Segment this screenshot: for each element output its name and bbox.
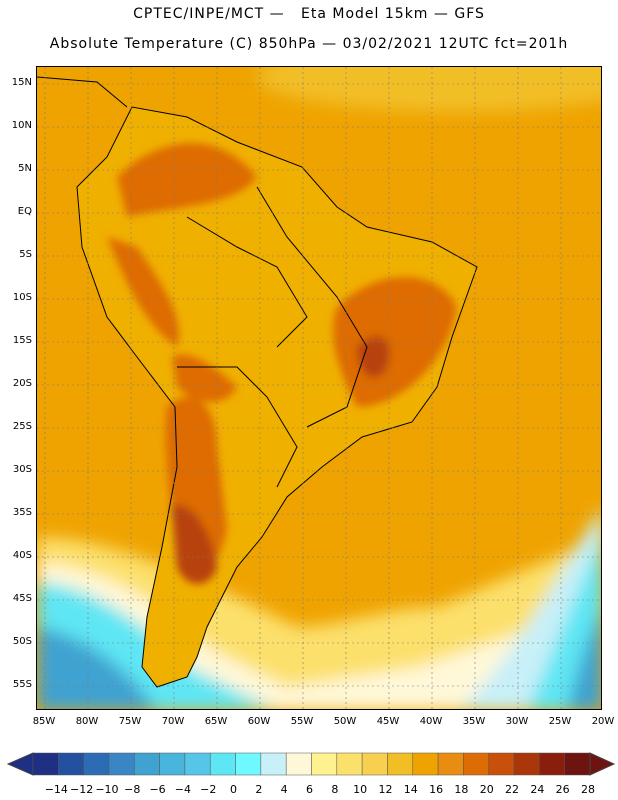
colorbar-label: 6 [306, 783, 313, 796]
lat-label: 40S [12, 550, 32, 561]
colorbar-label: 0 [230, 783, 238, 796]
lat-label: 5S [19, 249, 32, 260]
hot-zone-bolivia [172, 354, 237, 402]
lon-label: 20W [591, 716, 615, 727]
colorbar-label: 16 [429, 783, 444, 796]
lat-label: 5N [18, 163, 32, 174]
chart-title-line-1: CPTEC/INPE/MCT — Eta Model 15km — GFS [133, 6, 485, 22]
colorbar-label: −2 [200, 783, 217, 796]
lat-label: 45S [12, 593, 32, 604]
colorbar-swatch [58, 752, 84, 776]
blue-band-southeast [567, 610, 601, 709]
colorbar-swatch [209, 752, 236, 776]
colorbar-label: 20 [479, 783, 494, 796]
colorbar-label: −12 [70, 783, 94, 796]
hot-zone-peru [107, 237, 179, 347]
colorbar-swatch [108, 752, 135, 776]
colorbar-swatch [32, 752, 59, 776]
colorbar-label: −14 [44, 783, 68, 796]
colorbar-swatch [235, 752, 262, 776]
colorbar-label: 24 [530, 783, 545, 796]
very-hot-zone-argentina [172, 505, 217, 584]
colorbar-swatch [184, 752, 211, 776]
colorbar-swatch [336, 752, 363, 776]
lon-label: 25W [548, 716, 572, 727]
lat-label: EQ [17, 206, 32, 217]
lon-label: 35W [462, 716, 486, 727]
colorbar-label: 8 [331, 783, 339, 796]
colorbar-swatch [564, 752, 591, 776]
colorbar-swatch [260, 752, 287, 776]
colorbar-label: 14 [403, 783, 418, 796]
colorbar-label: 18 [454, 783, 469, 796]
colorbar-swatch [361, 752, 388, 776]
lon-label: 85W [32, 716, 56, 727]
lat-label: 55S [12, 679, 32, 690]
colorbar-swatch [463, 752, 489, 776]
colorbar-swatch [513, 752, 540, 776]
lon-label: 30W [505, 716, 529, 727]
chart-title-line-2: Absolute Temperature (C) 850hPa — 03/02/… [49, 36, 569, 52]
colorbar-right-arrow [589, 752, 616, 776]
lon-label: 45W [376, 716, 400, 727]
colorbar-label: 12 [378, 783, 393, 796]
lon-label: 65W [204, 716, 228, 727]
colorbar-label: 2 [255, 783, 263, 796]
lat-label: 30S [12, 464, 32, 475]
colorbar-label: −8 [124, 783, 141, 796]
temperature-map-canvas [37, 67, 601, 709]
colorbar-swatch [285, 752, 312, 776]
lat-label: 20S [12, 378, 32, 389]
lon-label: 55W [290, 716, 314, 727]
colorbar-label: −4 [174, 783, 192, 796]
colorbar-label: 22 [505, 783, 520, 796]
colorbar-swatch [83, 752, 110, 776]
colorbar-left-arrow [6, 752, 34, 776]
lon-label: 75W [118, 716, 142, 727]
colorbar-swatch [311, 752, 338, 776]
lat-label: 35S [12, 507, 32, 518]
colorbar-label: 10 [353, 783, 368, 796]
lon-label: 40W [419, 716, 443, 727]
very-hot-zone-brazil-east [357, 336, 390, 378]
lat-label: 10N [11, 120, 32, 131]
graticule [37, 67, 601, 709]
national-borders-2 [186, 216, 308, 348]
lat-label: 25S [12, 421, 32, 432]
national-borders-1 [256, 186, 368, 428]
colorbar-swatch [159, 752, 186, 776]
hot-zone-north [117, 143, 257, 217]
colorbar-label: 26 [555, 783, 570, 796]
lat-label: 10S [12, 292, 32, 303]
lon-label: 70W [161, 716, 185, 727]
colorbar-swatch [539, 752, 565, 776]
colorbar-label: −6 [149, 783, 166, 796]
hot-zone-brazil-east [333, 277, 457, 407]
central-america-coastline [37, 76, 128, 108]
colorbar-swatch [488, 752, 515, 776]
lon-label: 80W [75, 716, 99, 727]
colorbar-swatch [412, 752, 439, 776]
colorbar-swatch [134, 752, 160, 776]
ocean-warm-north-band [257, 67, 601, 112]
colorbar-swatch [387, 752, 414, 776]
colorbar-swatch [437, 752, 464, 776]
colorbar [6, 752, 616, 776]
lat-label: 50S [12, 636, 32, 647]
colorbar-label: 4 [280, 783, 288, 796]
colorbar-label: 28 [581, 783, 595, 796]
colorbar-label: −10 [95, 783, 119, 796]
lat-label: 15S [12, 335, 32, 346]
temperature-map [36, 66, 602, 710]
lat-label: 15N [11, 77, 32, 88]
lon-label: 60W [247, 716, 271, 727]
lon-label: 50W [333, 716, 357, 727]
blue-band-southwest [37, 627, 156, 709]
coastline [76, 106, 478, 688]
